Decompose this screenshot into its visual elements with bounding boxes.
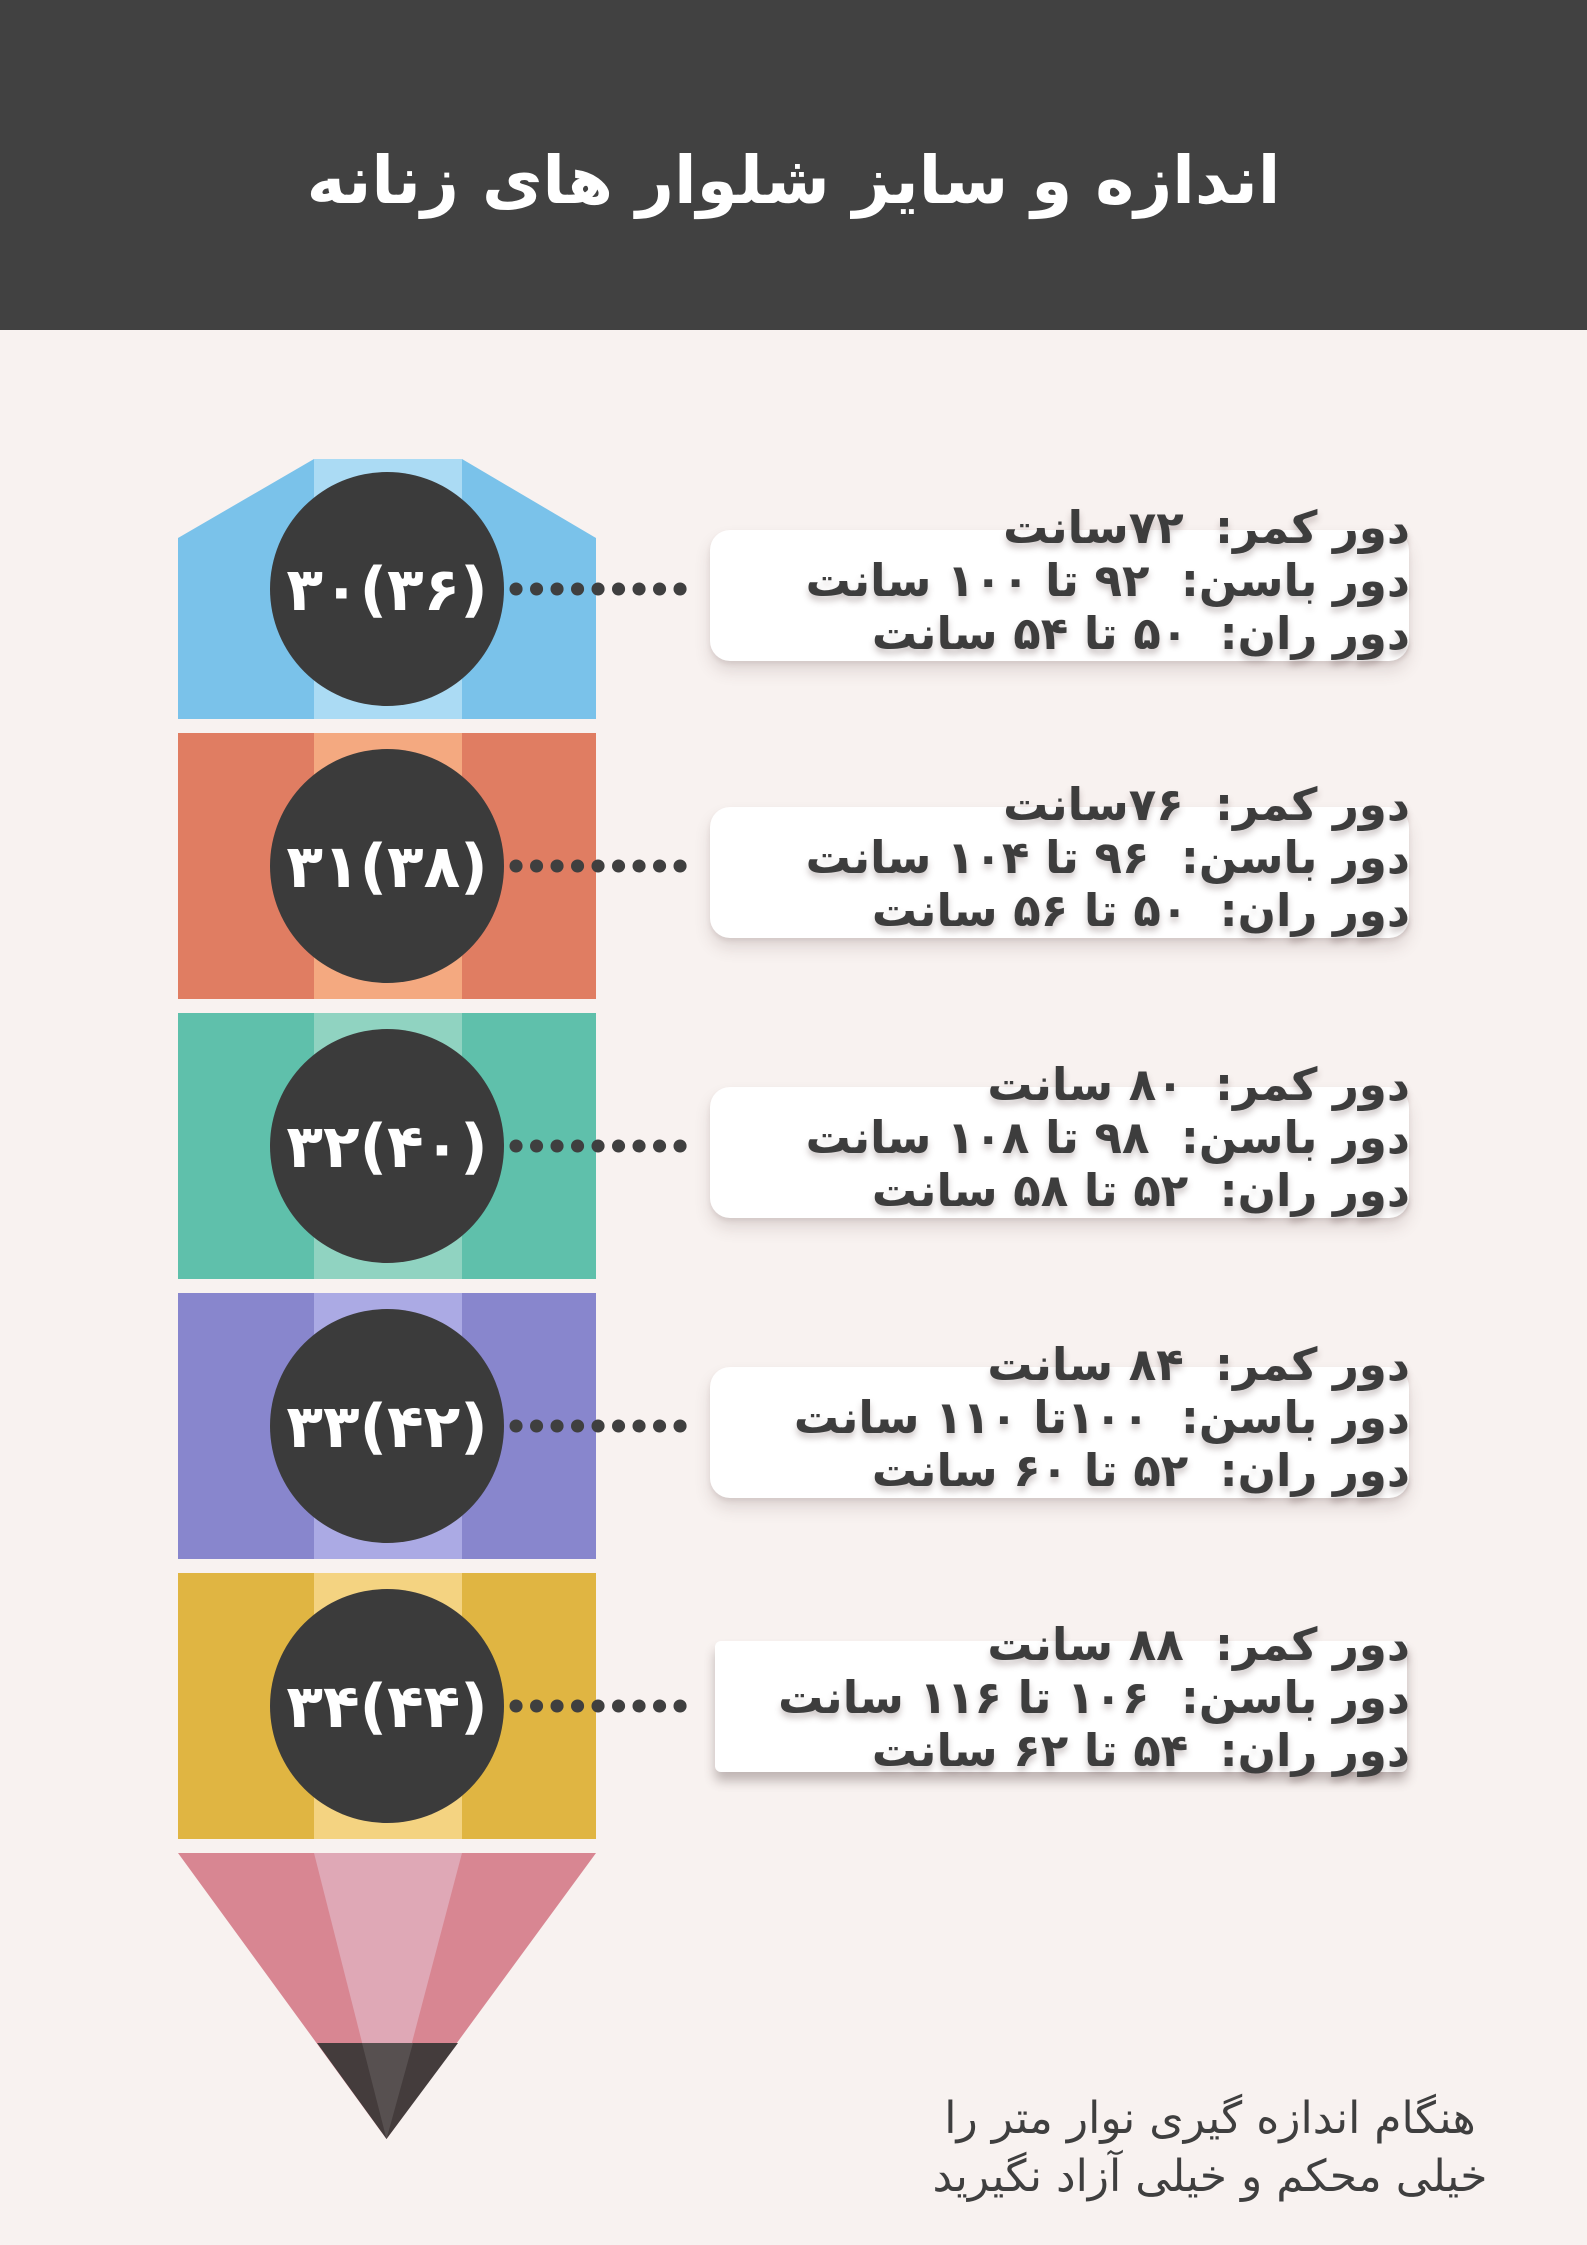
thigh-measurement: دور ران: ۵۰ تا ۵۴ سانت (871, 607, 1410, 660)
pencil-segment-4: ۳۳(۴۲) (178, 1293, 707, 1559)
measurements-5: دور کمر: ۸۸ سانت دور باسن: ۱۰۶ تا ۱۱۶ سا… (630, 1618, 1410, 1777)
pencil-tip (178, 1853, 596, 2139)
size-card-3 (710, 1087, 1409, 1218)
size-circle (270, 1589, 504, 1823)
thigh-measurement: دور ران: ۵۲ تا ۶۰ سانت (871, 1444, 1410, 1497)
waist-measurement: دور کمر: ۸۴ سانت (987, 1338, 1410, 1391)
waist-measurement: دور کمر: ۸۰ سانت (987, 1058, 1410, 1111)
waist-measurement: دور کمر: ۷۲سانت (1003, 501, 1410, 554)
thigh-measurement: دور ران: ۵۲ تا ۵۸ سانت (871, 1164, 1410, 1217)
measuring-note: هنگام اندازه گیری نوار متر را خیلی محکم … (880, 2090, 1540, 2206)
pencil-segment-5: ۳۴(۴۴) (178, 1573, 707, 1839)
size-card-1 (710, 530, 1409, 661)
size-card-2 (710, 807, 1409, 938)
measurements-1: دور کمر: ۷۲سانت دور باسن: ۹۲ تا ۱۰۰ سانت… (630, 501, 1410, 660)
hip-measurement: دور باسن: ۱۰۰تا ۱۱۰ سانت (793, 1391, 1410, 1444)
pencil-segment-2: ۳۱(۳۸) (178, 733, 707, 999)
size-circle-label: ۳۱(۳۸) (286, 832, 487, 902)
size-circle (270, 1029, 504, 1263)
size-circle-label: ۳۴(۴۴) (286, 1672, 487, 1742)
size-card-5 (715, 1641, 1407, 1772)
measurements-2: دور کمر: ۷۶سانت دور باسن: ۹۶ تا ۱۰۴ سانت… (630, 778, 1410, 937)
pencil-segment-1: ۳۰(۳۶) (178, 459, 707, 719)
size-circle (270, 749, 504, 983)
thigh-measurement: دور ران: ۵۴ تا ۶۲ سانت (871, 1724, 1410, 1777)
measurements-3: دور کمر: ۸۰ سانت دور باسن: ۹۸ تا ۱۰۸ سان… (630, 1058, 1410, 1217)
size-circle-label: ۳۲(۴۰) (286, 1112, 487, 1182)
size-circle-label: ۳۳(۴۲) (286, 1392, 487, 1462)
tip-wood-stripe (314, 1853, 462, 2139)
pencil-segment-3: ۳۲(۴۰) (178, 1013, 707, 1279)
header-band: اندازه و سایز شلوار های زنانه (0, 0, 1587, 330)
hip-measurement: دور باسن: ۹۲ تا ۱۰۰ سانت (805, 554, 1410, 607)
measuring-note-line2: خیلی محکم و خیلی آزاد نگیرید (932, 2151, 1488, 2202)
size-card-4 (710, 1367, 1409, 1498)
hip-measurement: دور باسن: ۹۸ تا ۱۰۸ سانت (805, 1111, 1410, 1164)
hip-measurement: دور باسن: ۹۶ تا ۱۰۴ سانت (805, 831, 1410, 884)
size-circle-label: ۳۰(۳۶) (286, 555, 487, 625)
page-title: اندازه و سایز شلوار های زنانه (306, 141, 1281, 219)
tip-lead-stripe (362, 2043, 413, 2139)
thigh-measurement: دور ران: ۵۰ تا ۵۶ سانت (871, 884, 1410, 937)
measuring-note-line1: هنگام اندازه گیری نوار متر را (944, 2093, 1476, 2144)
waist-measurement: دور کمر: ۸۸ سانت (987, 1618, 1410, 1671)
hip-measurement: دور باسن: ۱۰۶ تا ۱۱۶ سانت (778, 1671, 1410, 1724)
size-circle (270, 1309, 504, 1543)
waist-measurement: دور کمر: ۷۶سانت (1003, 778, 1410, 831)
size-circle (270, 472, 504, 706)
measurements-4: دور کمر: ۸۴ سانت دور باسن: ۱۰۰تا ۱۱۰ سان… (630, 1338, 1410, 1497)
